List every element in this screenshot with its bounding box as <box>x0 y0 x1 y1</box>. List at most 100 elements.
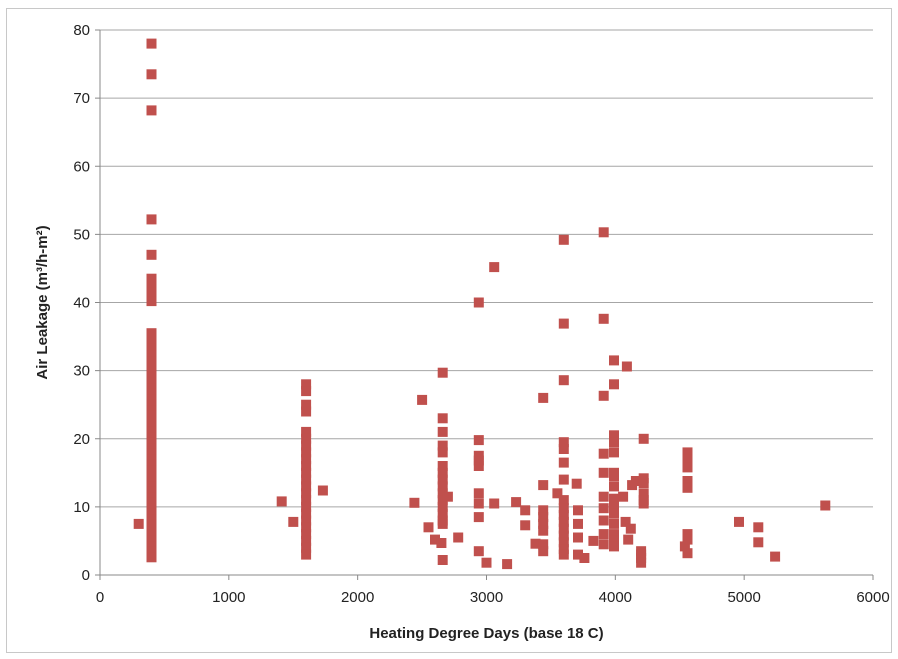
data-point <box>146 508 157 519</box>
data-point <box>473 546 484 557</box>
data-point <box>146 525 157 535</box>
data-point <box>146 437 157 448</box>
data-point <box>437 440 448 451</box>
data-point <box>679 541 690 552</box>
data-point <box>437 488 448 499</box>
data-point <box>437 413 448 424</box>
data-point <box>558 474 569 485</box>
data-point <box>502 559 513 570</box>
x-tick-label: 1000 <box>212 589 245 606</box>
data-point <box>753 522 764 533</box>
data-point <box>301 386 312 397</box>
data-point <box>146 448 157 459</box>
data-point <box>558 495 569 506</box>
y-axis-title: Air Leakage (m³/h-m²) <box>34 225 51 379</box>
data-point <box>437 518 448 529</box>
data-point <box>453 532 464 543</box>
data-point <box>146 273 157 284</box>
data-point <box>558 544 569 555</box>
data-point <box>301 501 312 512</box>
data-point <box>146 383 157 394</box>
data-point <box>437 447 448 458</box>
data-point <box>146 410 157 421</box>
data-point <box>146 497 157 508</box>
data-point <box>473 488 484 499</box>
data-point <box>538 505 549 516</box>
data-point <box>301 379 312 390</box>
data-point <box>609 535 619 546</box>
data-point <box>753 537 764 548</box>
data-point <box>558 510 569 520</box>
data-point <box>571 478 582 489</box>
data-point <box>301 535 312 546</box>
data-point <box>437 555 448 565</box>
data-point <box>146 503 157 514</box>
data-point <box>489 498 500 509</box>
y-axis-title-group: Air Leakage (m³/h-m²) <box>34 225 51 379</box>
data-point <box>146 372 157 383</box>
data-point <box>623 534 634 545</box>
data-point <box>598 467 609 478</box>
data-point <box>301 542 312 553</box>
data-point <box>423 522 434 533</box>
data-point <box>146 432 157 443</box>
data-point <box>276 496 287 507</box>
data-point <box>409 497 420 508</box>
data-point <box>538 546 549 557</box>
data-point <box>558 375 569 386</box>
data-point <box>598 503 609 514</box>
data-point <box>146 356 157 367</box>
data-point <box>146 399 157 410</box>
data-point <box>146 552 157 563</box>
data-point <box>558 549 569 560</box>
data-point <box>625 523 636 534</box>
x-tick-label: 4000 <box>599 589 632 606</box>
data-point <box>609 529 619 540</box>
data-point <box>146 546 157 557</box>
data-point <box>442 491 453 502</box>
data-point <box>146 470 157 481</box>
data-point <box>301 454 312 465</box>
data-points-layer <box>133 38 831 570</box>
data-point <box>473 461 484 471</box>
data-point <box>146 486 157 497</box>
x-tick-label: 2000 <box>341 589 374 606</box>
data-point <box>301 447 312 458</box>
data-point <box>146 350 157 361</box>
data-point <box>489 262 500 273</box>
data-point <box>538 512 549 523</box>
data-point <box>437 467 448 478</box>
data-point <box>598 539 609 550</box>
data-point <box>511 497 522 508</box>
data-point <box>146 328 157 339</box>
data-point <box>430 534 440 545</box>
data-point <box>133 518 144 529</box>
data-point <box>146 280 157 291</box>
data-point <box>598 227 609 238</box>
y-tick-label: 50 <box>73 226 90 243</box>
data-point <box>609 508 619 519</box>
data-point <box>598 390 609 401</box>
data-point <box>638 478 649 488</box>
data-point <box>558 457 569 468</box>
data-point <box>301 481 312 492</box>
data-point <box>538 480 549 491</box>
data-point <box>146 421 157 432</box>
data-point <box>609 471 619 482</box>
data-point <box>579 553 590 563</box>
data-point <box>538 392 549 403</box>
data-point <box>638 433 649 444</box>
data-point <box>520 520 531 531</box>
data-point <box>558 523 569 534</box>
data-point <box>558 444 569 454</box>
tick-label-layer: 0 10 20 30 40 50 60 70 80 0 1000 2000 3000 4000 5000 60… <box>73 22 889 606</box>
data-point <box>573 532 583 543</box>
data-point <box>437 508 448 519</box>
data-point <box>820 500 831 511</box>
data-point <box>609 501 619 512</box>
data-point <box>146 514 157 525</box>
data-point <box>473 297 484 308</box>
y-tick-label: 70 <box>73 90 90 107</box>
data-point <box>146 476 157 486</box>
data-point <box>146 105 157 116</box>
